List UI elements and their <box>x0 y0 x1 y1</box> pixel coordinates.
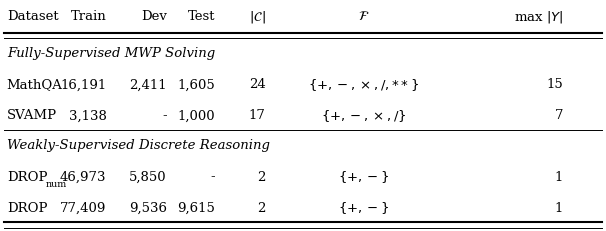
Text: Fully-Supervised MWP Solving: Fully-Supervised MWP Solving <box>7 47 215 60</box>
Text: 1,000: 1,000 <box>178 109 215 122</box>
Text: 15: 15 <box>546 78 563 91</box>
Text: 9,615: 9,615 <box>178 201 215 214</box>
Text: 46,973: 46,973 <box>60 170 107 183</box>
Text: 1: 1 <box>554 170 563 183</box>
Text: 1: 1 <box>554 201 563 214</box>
Text: DROP: DROP <box>7 170 47 183</box>
Text: DROP: DROP <box>7 201 47 214</box>
Text: max $|Y|$: max $|Y|$ <box>513 9 563 25</box>
Text: 1,605: 1,605 <box>178 78 215 91</box>
Text: 16,191: 16,191 <box>60 78 107 91</box>
Text: Dev: Dev <box>141 10 167 23</box>
Text: 77,409: 77,409 <box>60 201 107 214</box>
Text: 17: 17 <box>248 109 265 122</box>
Text: Weakly-Supervised Discrete Reasoning: Weakly-Supervised Discrete Reasoning <box>7 139 270 152</box>
Text: 24: 24 <box>249 78 265 91</box>
Text: $\{+,-,\times,/,{**}\}$: $\{+,-,\times,/,{**}\}$ <box>308 76 419 92</box>
Text: -: - <box>211 170 215 183</box>
Text: Test: Test <box>188 10 215 23</box>
Text: 2,411: 2,411 <box>129 78 167 91</box>
Text: 2: 2 <box>257 201 265 214</box>
Text: $\{+,-\}$: $\{+,-\}$ <box>338 168 389 184</box>
Text: num: num <box>46 179 67 188</box>
Text: 5,850: 5,850 <box>129 170 167 183</box>
Text: $\mathcal{F}$: $\mathcal{F}$ <box>358 10 369 23</box>
Text: Train: Train <box>71 10 107 23</box>
Text: $\{+,-,\times,/\}$: $\{+,-,\times,/\}$ <box>321 108 407 123</box>
Text: SVAMP: SVAMP <box>7 109 57 122</box>
Text: $|\mathcal{C}|$: $|\mathcal{C}|$ <box>248 9 265 25</box>
Text: MathQA: MathQA <box>7 78 62 91</box>
Text: 2: 2 <box>257 170 265 183</box>
Text: $\{+,-\}$: $\{+,-\}$ <box>338 199 389 215</box>
Text: Dataset: Dataset <box>7 10 58 23</box>
Text: -: - <box>162 109 167 122</box>
Text: 9,536: 9,536 <box>129 201 167 214</box>
Text: 3,138: 3,138 <box>68 109 107 122</box>
Text: 7: 7 <box>554 109 563 122</box>
